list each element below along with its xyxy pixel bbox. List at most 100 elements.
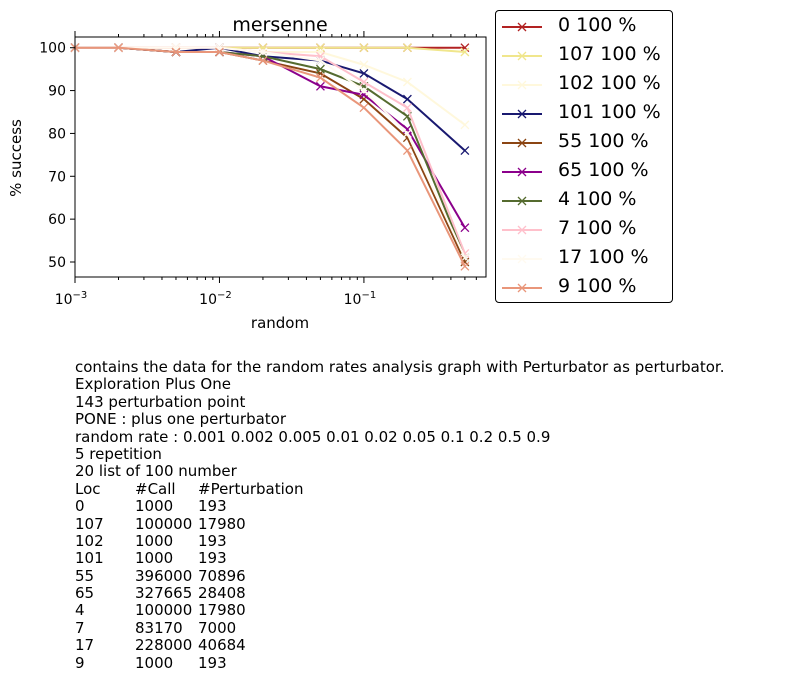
info-line: random rate : 0.001 0.002 0.005 0.01 0.0… [75, 427, 551, 446]
data-point [460, 146, 470, 156]
y-tick-label: 80 [48, 126, 66, 142]
series-line [75, 46, 466, 259]
legend-item: 55 100 % [496, 129, 672, 158]
table-cell: 1000 [135, 531, 174, 550]
table-row: 17 228000 40684 [75, 636, 725, 655]
data-point [315, 47, 325, 57]
data-point [460, 47, 470, 57]
legend-label: 65 100 % [558, 159, 649, 181]
legend-swatch [502, 225, 542, 235]
table-header: Loc #Call #Perturbation [75, 479, 725, 498]
table-cell: 193 [198, 549, 227, 568]
legend-swatch-marker [517, 138, 527, 148]
data-point [171, 43, 181, 53]
data-point [315, 81, 325, 91]
data-point [171, 47, 181, 57]
table-header-cell: #Perturbation [198, 479, 304, 498]
table-header-cell: Loc [75, 479, 101, 498]
data-point [315, 51, 325, 61]
table-cell: 1000 [135, 549, 174, 568]
table-cell: 193 [198, 531, 227, 550]
table-cell: 193 [198, 653, 227, 672]
legend-item: 4 100 % [496, 187, 672, 216]
data-point [214, 43, 224, 53]
info-line: 5 repetition [75, 444, 162, 463]
legend-label: 0 100 % [558, 14, 637, 36]
legend-item: 9 100 % [496, 274, 672, 303]
table-row: 101 1000 193 [75, 549, 725, 568]
axis-layer: 50 60 70 80 90 100 10−3 10−2 10−1 [39, 31, 477, 308]
table-cell: 17980 [198, 601, 246, 620]
x-axis-label: random [251, 314, 309, 332]
data-point [460, 261, 470, 271]
legend-swatch-marker [517, 109, 527, 119]
legend-item: 107 100 % [496, 42, 672, 71]
data-point [359, 68, 369, 78]
data-point [402, 94, 412, 104]
table-row: 9 1000 193 [75, 653, 725, 672]
legend-item: 101 100 % [496, 100, 672, 129]
table-cell: 0 [75, 497, 85, 516]
legend-swatch [502, 22, 542, 32]
table-header-cell: #Call [135, 479, 176, 498]
table-cell: 100000 [135, 601, 193, 620]
legend-swatch-marker [517, 225, 527, 235]
table-cell: 107 [75, 514, 104, 533]
data-point [114, 43, 123, 53]
table-cell: 327665 [135, 584, 193, 603]
table-cell: 7000 [198, 618, 237, 637]
chart-title: mersenne [232, 14, 327, 36]
legend-swatch [502, 80, 542, 90]
legend-swatch-marker [517, 51, 527, 61]
info-line: PONE : plus one perturbator [75, 410, 287, 429]
y-axis-label: % success [7, 119, 25, 197]
info-line: contains the data for the random rates a… [75, 358, 725, 376]
data-point [315, 56, 325, 66]
info-line: Exploration Plus One [75, 375, 231, 394]
table-cell: 396000 [135, 566, 193, 585]
table-cell: 4 [75, 601, 85, 620]
data-point [315, 43, 325, 53]
data-point [214, 47, 224, 57]
table-cell: 83170 [135, 618, 183, 637]
x-tick-label: 10−3 [55, 290, 88, 308]
legend-item: 65 100 % [496, 158, 672, 187]
line-chart: 50 60 70 80 90 100 10−3 10−2 10−1 mersenne rando… [7, 14, 487, 332]
data-point [258, 43, 268, 53]
legend-swatch-marker [517, 80, 527, 90]
y-tick-label: 100 [39, 41, 66, 57]
legend-item: 17 100 % [496, 245, 672, 274]
table-cell: 17980 [198, 514, 246, 533]
legend-label: 102 100 % [558, 72, 661, 94]
legend-label: 4 100 % [558, 188, 637, 210]
info-line: 20 list of 100 number [75, 462, 237, 481]
legend-label: 7 100 % [558, 217, 637, 239]
table-cell: 228000 [135, 636, 193, 655]
table-row: 102 1000 193 [75, 531, 725, 550]
legend-swatch-marker [517, 22, 527, 32]
data-point [315, 64, 325, 74]
info-block: contains the data for the random rates a… [75, 358, 725, 671]
data-point [359, 103, 369, 113]
legend-label: 55 100 % [558, 130, 649, 152]
legend-label: 9 100 % [558, 275, 637, 297]
plot-frame [74, 36, 487, 278]
legend-swatch [502, 167, 542, 177]
table-cell: 193 [198, 497, 227, 516]
legend-swatch-marker [517, 167, 527, 177]
y-tick-label: 70 [48, 169, 66, 185]
x-tick-label: 10−1 [344, 290, 377, 308]
table-cell: 65 [75, 584, 95, 603]
data-point [402, 77, 412, 87]
data-point [258, 56, 268, 66]
table-row: 4 100000 17980 [75, 601, 725, 620]
table-cell: 28408 [198, 584, 246, 603]
data-point [359, 60, 369, 70]
legend-label: 17 100 % [558, 246, 649, 268]
legend-swatch [502, 196, 542, 206]
legend-swatch [502, 138, 542, 148]
legend-label: 101 100 % [558, 101, 661, 123]
legend-swatch [502, 51, 542, 61]
data-point [402, 146, 412, 156]
table-cell: 40684 [198, 636, 246, 655]
